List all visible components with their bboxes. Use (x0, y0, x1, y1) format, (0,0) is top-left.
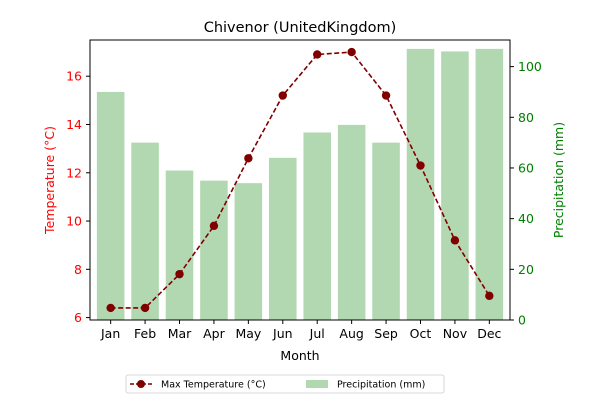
y-right-tick-label: 0 (518, 313, 526, 328)
precip-bar-dec (475, 48, 504, 321)
precip-bar-jan (96, 91, 125, 320)
y-left-tick-label: 8 (74, 262, 82, 277)
temperature-point-jan (106, 303, 115, 313)
plot-frame (89, 39, 511, 321)
precip-bar-oct (406, 48, 435, 321)
y-axis-label-left: Temperature (°C) (42, 126, 57, 235)
y-right-tick-label: 80 (518, 110, 534, 125)
x-tick-label-feb: Feb (134, 326, 156, 341)
temperature-point-mar (175, 269, 184, 279)
temperature-point-jun (278, 91, 287, 100)
precip-bar-nov (441, 51, 469, 321)
precip-bar-may (234, 183, 263, 320)
temperature-point-aug (347, 47, 356, 57)
precip-bar-jul (303, 132, 331, 320)
x-tick-label-may: May (235, 326, 261, 341)
line-layer (106, 47, 494, 313)
temperature-point-nov (450, 236, 460, 245)
y-left-tick-label: 14 (66, 117, 82, 132)
x-tick-label-jul: Jul (309, 326, 325, 341)
x-tick-label-jan: Jan (100, 326, 120, 341)
x-tick-label-oct: Oct (410, 326, 432, 341)
precip-bar-jun (269, 157, 297, 320)
temperature-point-dec (485, 291, 494, 301)
temperature-point-jul (313, 50, 322, 59)
temperature-point-feb (140, 303, 150, 313)
x-tick-label-aug: Aug (339, 326, 363, 341)
x-axis-label: Month (280, 348, 319, 363)
legend-label-temperature: Max Temperature (°C) (161, 380, 266, 391)
y-left-tick-label: 16 (66, 69, 82, 84)
bars-layer (96, 48, 504, 321)
y-right-tick-label: 60 (518, 160, 534, 175)
precip-bar-aug (337, 124, 366, 321)
temperature-point-may (244, 154, 253, 163)
temperature-point-oct (416, 161, 425, 170)
y-left-tick-label: 10 (66, 214, 82, 229)
y-left-tick-label: 6 (74, 310, 82, 325)
y-right-tick-label: 20 (518, 262, 534, 277)
x-tick-label-nov: Nov (443, 326, 468, 341)
legend: Max Temperature (°C) Precipitation (mm) (125, 374, 445, 394)
x-tick-label-sep: Sep (374, 326, 398, 341)
legend-bar-swatch (306, 380, 328, 388)
precip-bar-sep (372, 142, 400, 320)
x-tick-label-mar: Mar (168, 326, 192, 341)
precip-bar-apr (200, 180, 228, 320)
x-tick-label-jun: Jun (272, 326, 293, 341)
axes-layer: Jan Feb Mar Apr May Jun Jul Aug Sep Oct Nov Dec 6 8 10… (66, 39, 542, 341)
temperature-line (110, 51, 491, 309)
precip-bar-feb (131, 142, 159, 320)
y-right-tick-label: 100 (518, 59, 542, 74)
y-left-tick-label: 12 (66, 165, 82, 180)
legend-label-precipitation: Precipitation (mm) (337, 380, 425, 391)
x-tick-label-apr: Apr (203, 326, 225, 341)
y-right-tick-label: 40 (518, 211, 534, 226)
legend-marker (137, 380, 145, 388)
x-tick-label-dec: Dec (477, 326, 501, 341)
temperature-point-sep (381, 91, 391, 100)
temperature-point-apr (209, 221, 219, 231)
legend-frame (125, 374, 445, 394)
precip-bar-mar (165, 170, 194, 320)
chart-title: Chivenor (UnitedKingdom) (204, 20, 397, 36)
y-axis-label-right: Precipitation (mm) (551, 122, 566, 238)
